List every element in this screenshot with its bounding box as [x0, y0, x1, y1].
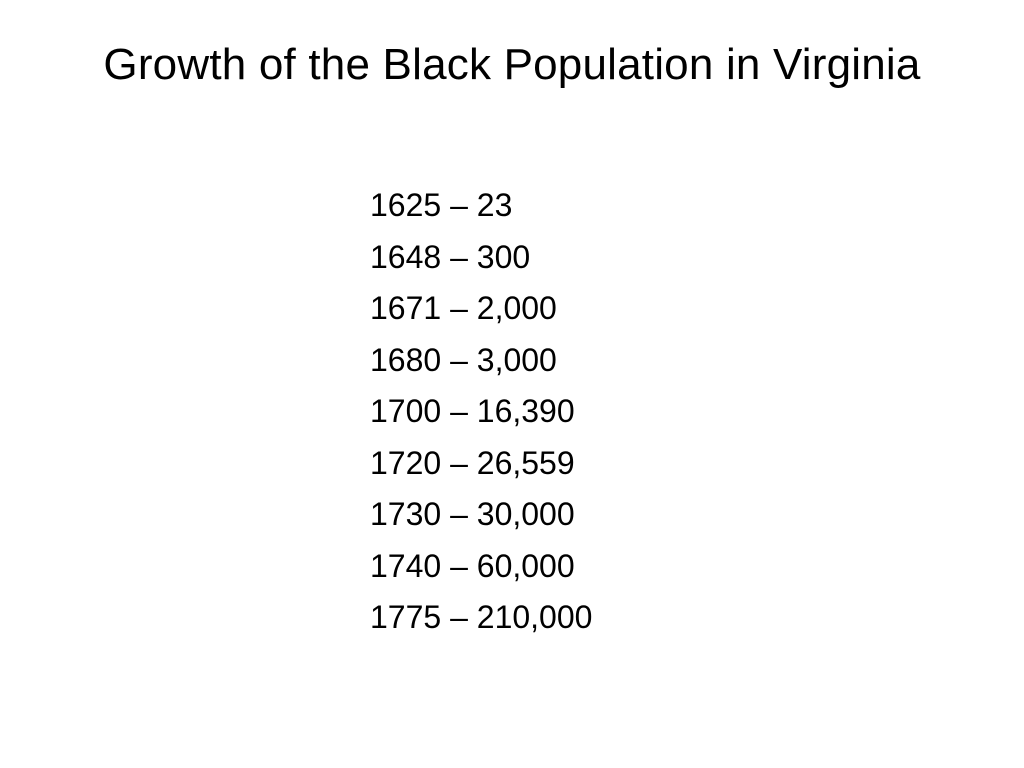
- list-item: 1700 – 16,390: [370, 393, 575, 429]
- list-item: 1720 – 26,559: [370, 444, 575, 481]
- list-item: 1730 – 30,000: [370, 496, 575, 532]
- list-item: 1775 – 210,000: [370, 599, 593, 635]
- list-item: 1625 – 23: [370, 187, 513, 223]
- list-item: 1740 – 60,000: [370, 547, 575, 584]
- population-list: 1625 – 23 1648 – 300 1671 – 2,000 1680 –…: [370, 180, 592, 644]
- slide-title: Growth of the Black Population in Virgin…: [103, 40, 921, 89]
- list-item: 1671 – 2,000: [370, 290, 557, 326]
- list-item: 1648 – 300: [370, 238, 531, 275]
- list-item: 1680 – 3,000: [370, 341, 557, 378]
